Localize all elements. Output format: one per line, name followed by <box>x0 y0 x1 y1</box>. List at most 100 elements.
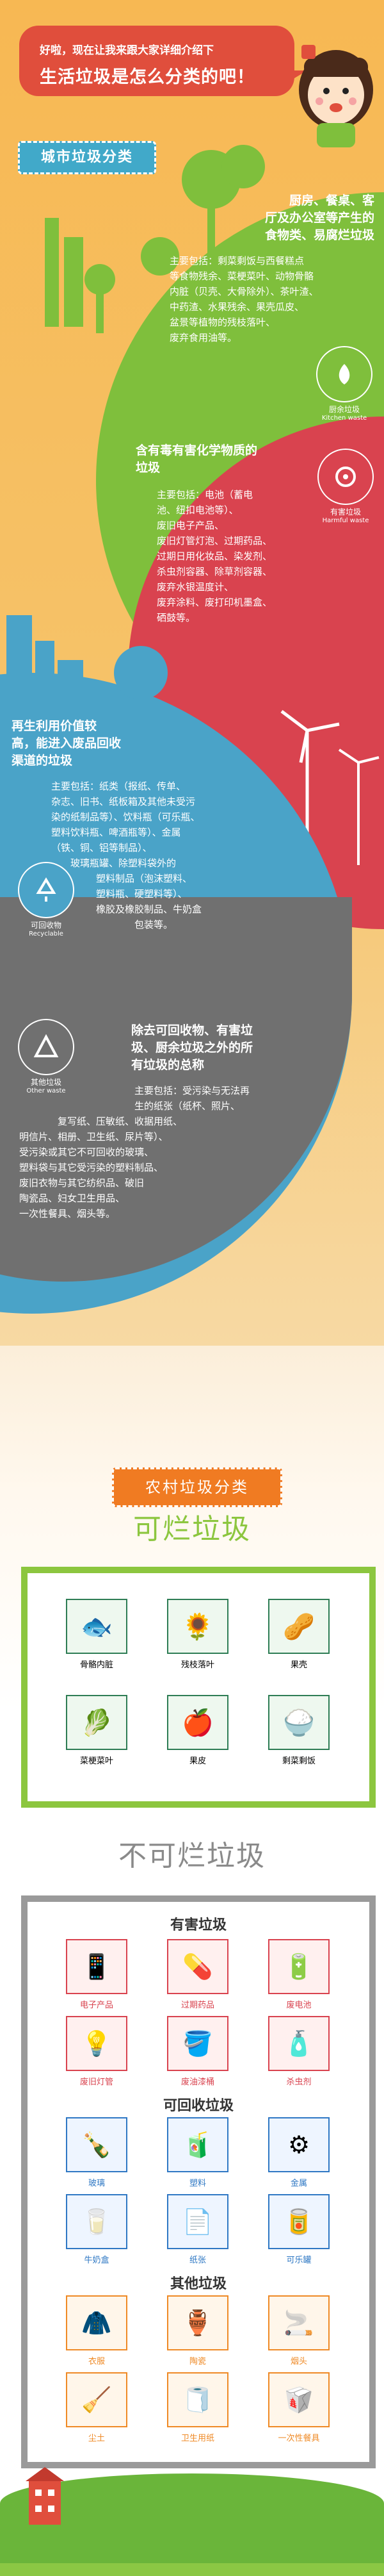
other-body-line: 塑料袋与其它受污染的塑料制品、 <box>19 1162 164 1173</box>
other-icon-label: 其他垃圾 <box>30 1078 61 1087</box>
item-label: 菜梗菜叶 <box>79 1756 113 1766</box>
kitchen-body-line: 盆景等植物的残枝落叶、 <box>170 317 276 328</box>
kitchen-title-line: 厨房、餐桌、客 <box>289 194 374 208</box>
hazardous-item: 📱 电子产品 <box>66 1939 127 2010</box>
cabbage-icon: 🥬 <box>81 1708 113 1738</box>
house-decoration <box>26 2467 64 2525</box>
hazardous-item: 🔋 废电池 <box>268 1939 330 2010</box>
item-label: 过期药品 <box>180 2001 214 2010</box>
lamp-tube-icon: 💡 <box>81 2029 112 2058</box>
item-label: 陶瓷 <box>189 2357 206 2366</box>
recyclable-body-line: 主要包括：纸类（报纸、传单、 <box>51 780 186 792</box>
cigarette-icon: 🚬 <box>284 2308 314 2337</box>
item-label: 纸张 <box>189 2256 206 2265</box>
recyclable-item: 🍾 玻璃 <box>66 2117 127 2188</box>
other-body-line: 陶瓷品、妇女卫生用品、 <box>19 1193 125 1204</box>
other-body-line: 一次性餐具、烟头等。 <box>19 1208 116 1219</box>
can-icon: 🥫 <box>284 2207 314 2236</box>
rural-section-label: 农村垃圾分类 <box>112 1467 282 1507</box>
hazardous-waste-title: 含有毒有害化学物质的 垃圾 <box>136 442 289 477</box>
item-label: 玻璃 <box>88 2179 105 2188</box>
shell-icon: 🥜 <box>283 1612 315 1642</box>
fish-bone-icon: 🐟 <box>81 1612 113 1642</box>
rural-recyclable-heading: 可回收垃圾 <box>163 2098 234 2114</box>
item-label: 杀虫剂 <box>286 2077 312 2087</box>
recyclable-body-line: 塑料饮料瓶、啤酒瓶等）、金属 <box>51 827 181 838</box>
other-body-line: 受污染或其它不可回收的玻璃、 <box>19 1146 154 1158</box>
hazardous-body-line: 杀虫剂容器、除草剂容器、 <box>157 566 273 577</box>
item-label: 一次性餐具 <box>278 2434 320 2443</box>
other-waste-title: 除去可回收物、有害垃 圾、厨余垃圾之外的所 有垃圾的总称 <box>131 1022 323 1074</box>
other-title-line: 有垃圾的总称 <box>131 1058 205 1072</box>
intro-line-1: 好啦，现在让我来跟大家详细介绍下 <box>40 44 214 57</box>
recyclable-title-line: 高，能进入废品回收 <box>12 736 122 750</box>
other-item: 🚬 烟头 <box>268 2295 330 2366</box>
hazardous-item: 💡 废旧灯管 <box>66 2016 127 2087</box>
recyclable-item: 🥫 可乐罐 <box>268 2194 330 2265</box>
degradable-item: 🐟 骨骼内脏 <box>66 1599 127 1670</box>
recyclable-item: 🥛 牛奶盒 <box>66 2194 127 2265</box>
recyclable-badge: 可回收物 Recyclable <box>14 862 78 937</box>
kitchen-body-line: 等食物残余、菜梗菜叶、动物骨骼 <box>170 270 314 282</box>
hazardous-body-line: 主要包括：电池（蓄电 <box>157 489 253 500</box>
battery-icon: 🔋 <box>284 1952 314 1981</box>
recyclable-body-line: （铁、铜、铝等制品）、 <box>51 842 152 854</box>
kitchen-body-line: 主要包括：剩菜剩饭与西餐糕点 <box>170 255 305 267</box>
recyclable-title-line: 再生利用价值较 <box>12 719 97 733</box>
hazardous-title-line: 含有毒有害化学物质的 <box>136 443 258 458</box>
rural-other-heading: 其他垃圾 <box>170 2276 227 2292</box>
phone-icon: 📱 <box>81 1952 112 1981</box>
hazardous-body-line: 过期日用化妆品、染发剂、 <box>157 550 273 562</box>
degradable-item: 🥬 菜梗菜叶 <box>66 1695 127 1766</box>
recyclable-body-line: 玻璃瓶罐、除塑料袋外的 <box>70 857 177 869</box>
hazardous-waste-description: 主要包括：电池（蓄电 池、纽扣电池等）、 废旧电子产品、 废旧灯管灯泡、过期药品… <box>157 487 323 625</box>
wind-turbine-decoration <box>280 710 380 865</box>
recyclable-item: 🧃 塑料 <box>167 2117 228 2188</box>
item-label: 金属 <box>290 2179 307 2188</box>
hazardous-waste-icon <box>335 466 356 487</box>
hazardous-body-line: 废弃水银温度计、 <box>157 581 234 593</box>
degradable-item: 🥜 果壳 <box>268 1599 330 1670</box>
rural-hazardous-heading: 有害垃圾 <box>170 1917 227 1933</box>
degradable-item: 🍚 剩菜剩饭 <box>268 1695 330 1766</box>
kitchen-waste-badge: 厨余垃圾 Kitchen waste <box>314 346 375 422</box>
paper-stack-icon: 📄 <box>182 2207 213 2236</box>
kitchen-title-line: 厅及办公室等产生的 <box>264 211 374 225</box>
item-label: 尘土 <box>88 2434 105 2443</box>
takeout-box-icon: 🥡 <box>284 2385 314 2414</box>
spray-can-icon: 🧴 <box>284 2029 314 2058</box>
item-label: 衣服 <box>88 2357 105 2366</box>
item-label: 剩菜剩饭 <box>282 1756 316 1766</box>
recyclable-title: 再生利用价值较 高，能进入废品回收 渠道的垃圾 <box>12 718 178 770</box>
other-body-line: 废旧衣物与其它纺织品、破旧 <box>19 1177 145 1189</box>
item-label: 废旧灯管 <box>79 2077 113 2087</box>
hazardous-item: 💊 过期药品 <box>167 1939 228 2010</box>
item-label: 果壳 <box>290 1660 307 1670</box>
item-label: 烟头 <box>290 2357 307 2366</box>
non-degradable-box: 有害垃圾 📱 电子产品 💊 过期药品 🔋 废电池 💡 废旧灯管 🪣 废油漆桶 🧴… <box>21 1895 376 2468</box>
item-label: 废油漆桶 <box>180 2077 214 2087</box>
city-building-decoration <box>6 615 83 711</box>
kitchen-waste-icon <box>339 364 350 384</box>
recyclable-body-line: 包装等。 <box>134 919 173 930</box>
recyclable-icon-label: 可回收物 <box>30 921 61 930</box>
item-label: 骨骼内脏 <box>79 1660 113 1670</box>
item-label: 塑料 <box>189 2179 206 2188</box>
other-body-line: 明信片、相册、卫生纸、尿片等）、 <box>19 1131 168 1143</box>
recyclable-item: 📄 纸张 <box>167 2194 228 2265</box>
tree-decoration <box>114 646 168 724</box>
recyclable-body-line: 杂志、旧书、纸板箱及其他未受污 <box>51 796 196 807</box>
hazardous-icon-label: 有害垃圾 <box>330 508 361 516</box>
other-waste-icon <box>33 1034 59 1057</box>
hazardous-waste-badge: 有害垃圾 Harmful waste <box>314 449 378 524</box>
kitchen-title-line: 食物类、易腐烂垃圾 <box>264 228 374 242</box>
ceramic-icon: 🏺 <box>182 2308 213 2337</box>
other-waste-badge: 其他垃圾 Other waste <box>14 1019 78 1094</box>
degradable-item: 🌻 残枝落叶 <box>167 1599 228 1670</box>
other-item: 🧹 尘土 <box>66 2372 127 2443</box>
degradable-title: 可烂垃圾 <box>133 1513 251 1546</box>
other-item: 🏺 陶瓷 <box>167 2295 228 2366</box>
intro-line-2: 生活垃圾是怎么分类的吧！ <box>40 67 255 87</box>
kitchen-body-line: 内脏（贝壳、大骨除外）、茶叶渣、 <box>170 286 319 297</box>
kitchen-waste-description: 主要包括：剩菜剩饭与西餐糕点 等食物残余、菜梗菜叶、动物骨骼 内脏（贝壳、大骨除… <box>170 253 374 345</box>
